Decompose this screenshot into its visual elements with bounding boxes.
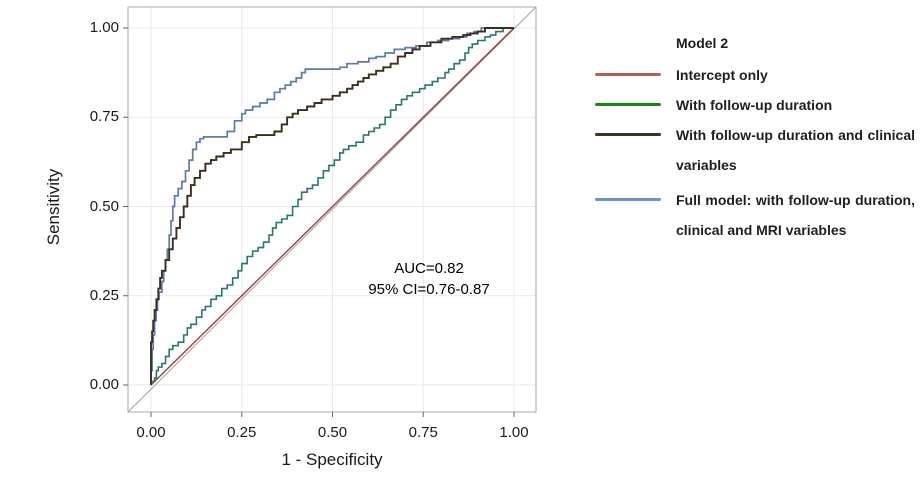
x-tick-label: 0.00: [136, 424, 166, 441]
x-tick-label: 0.50: [317, 424, 348, 441]
x-tick-label: 0.75: [408, 424, 438, 441]
auc-annotation: AUC=0.82 95% CI=0.76-0.87: [368, 258, 489, 300]
legend-item-label: With follow-up duration and clinical var…: [676, 127, 915, 173]
auc-value: AUC=0.82: [394, 260, 464, 277]
legend-title: Model 2: [676, 35, 729, 51]
legend: Model 2 Intercept only With follow-up dur…: [593, 28, 915, 245]
legend-swatch-full-model: [595, 198, 661, 201]
legend-item-followup-duration: With follow-up duration: [593, 90, 915, 120]
legend-item-label: Intercept only: [676, 67, 768, 83]
roc-plot-area: Sensitivity 1 - Specificity AUC=0.82 95%…: [44, 6, 537, 469]
x-tick-label: 1.00: [499, 424, 529, 441]
legend-items: Intercept only With follow-up duration Wit…: [593, 60, 915, 245]
roc-curve-clinical-variables: [150, 27, 514, 385]
legend-item-clinical-variables: With follow-up duration and clinical var…: [593, 120, 915, 180]
x-axis-title: 1 - Specificity: [281, 450, 383, 469]
auc-confidence-interval: 95% CI=0.76-0.87: [368, 281, 490, 298]
y-tick-label: 0.75: [89, 108, 119, 126]
y-tick-label: 0.50: [89, 197, 119, 215]
roc-curve-intercept-only: [150, 27, 515, 386]
legend-swatch-clinical-variables: [595, 133, 661, 136]
roc-curve-followup-duration: [150, 27, 514, 385]
x-tick-label: 0.25: [227, 424, 257, 441]
legend-item-intercept-only: Intercept only: [593, 60, 915, 90]
diagonal-reference-line: [127, 6, 537, 413]
legend-swatch-followup-duration: [595, 103, 661, 106]
y-axis-title: Sensitivity: [44, 168, 63, 246]
y-tick-label: 1.00: [89, 19, 119, 36]
roc-plot-svg: [123, 6, 537, 417]
legend-item-full-model: Full model: with follow-up duration, cli…: [593, 185, 915, 245]
legend-swatch-intercept-only: [595, 73, 661, 76]
y-tick-label: 0.00: [89, 376, 119, 393]
legend-item-label: Full model: with follow-up duration, cli…: [676, 192, 915, 238]
legend-item-label: With follow-up duration: [676, 97, 833, 113]
y-tick-label: 0.25: [89, 286, 119, 304]
